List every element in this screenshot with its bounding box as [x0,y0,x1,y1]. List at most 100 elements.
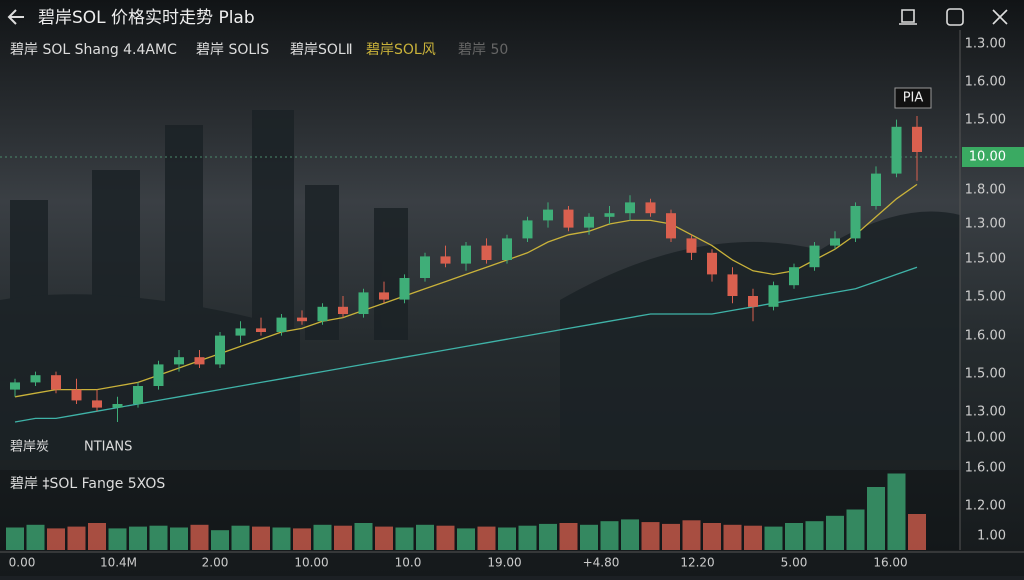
candle-body [379,292,389,300]
volume-bar [744,525,762,550]
volume-bar [785,523,803,550]
marker: PIA [903,91,924,106]
volume-bar [518,525,537,550]
volume-bar [47,528,65,550]
x-tick-label: +4.80 [583,556,620,570]
candle-body [133,386,143,404]
candle-body [522,220,533,239]
volume-bar [703,523,721,550]
volume-bar [293,528,311,550]
price-tag [962,147,1024,167]
volume-bar [559,523,578,550]
candle-body [912,126,922,152]
candle-body [317,306,328,322]
alert-button[interactable] [899,9,917,25]
candle-body [174,357,184,365]
y-tick-label: 1.6.00 [965,75,1006,90]
volume-bar [621,519,639,550]
candle-body [604,213,615,217]
sub-label: NTIANS [84,440,132,455]
volume-label: 碧岸 ‡SOL Fange 5XOS [10,476,165,492]
legend-entry: 碧岸 50 [458,42,508,58]
title: 碧岸SOL 价格实时走势 Plab [38,8,255,28]
candle-body [153,364,164,386]
volume-bar [6,527,24,550]
candle-body [830,238,840,246]
volume-bar [539,523,557,550]
x-tick-label: 10.4M [100,556,137,570]
candle-body [215,335,225,365]
candle-body [666,213,676,239]
volume-bar [149,525,168,550]
y-tick-label: 1.5.00 [965,367,1006,382]
expand-button[interactable] [946,8,964,26]
volume-bar [662,523,680,550]
legend-entry: 碧岸 SOLIS [196,42,269,58]
volume-bar [395,527,414,550]
volume-bar [580,524,598,550]
marker-box [894,87,932,109]
candle-body [563,209,574,228]
candle-body [440,256,451,264]
city-silhouette [0,110,960,460]
x-tick-label: 2.00 [202,556,229,570]
candle-body [481,245,492,260]
candle-body [727,274,738,296]
candle-body [276,317,287,332]
candle-body [71,389,82,401]
moving-average [14,266,918,423]
y-tick-label: 1.6.00 [965,461,1006,476]
volume-bar [498,527,516,550]
volume-bar [436,525,455,550]
volume-bar [457,528,475,550]
volume-bar [826,515,844,550]
candle-body [256,328,266,332]
volume-bar [600,521,619,550]
candle-body [338,306,348,314]
volume-bar [416,524,434,550]
y-tick-label: 1.00 [977,529,1006,544]
y-tick-label: 1.5.00 [965,290,1006,305]
volume-bar [26,524,45,550]
y-tick-label: 1.6.00 [965,329,1006,344]
moving-average [14,183,918,398]
volume-bar [334,525,352,550]
candle-body [543,209,553,221]
volume-bar [867,487,885,550]
volume-bar [477,526,496,550]
volume-bar [190,524,209,550]
candle-body [461,245,471,264]
y-tick-label: 1.3.00 [965,37,1006,52]
volume-bar [313,524,332,550]
volume-bar [231,525,250,550]
volume-bar [723,524,742,550]
candle-body [584,216,594,228]
volume-bar [887,473,906,550]
candle-body [891,126,902,174]
volume-bar [67,526,86,550]
volume-bar [211,530,229,550]
candle-body [707,252,717,275]
back-button[interactable] [7,9,24,25]
y-tick-label: 1.8.00 [965,183,1006,198]
close-button[interactable] [992,9,1008,25]
candle-body [809,245,820,268]
candle-body [112,404,123,408]
volume-bar [108,528,127,550]
volume-bar [375,526,393,550]
candle-body [92,400,102,408]
candle-body [686,238,697,253]
x-tick-label: 10.00 [294,556,328,570]
candle-body [625,202,635,214]
volume-bar [88,523,106,550]
x-tick-label: 0.00 [9,556,36,570]
candle-body [297,317,307,322]
volume-bar [641,522,660,550]
sub-label: 碧岸炭 [10,440,49,455]
candle-body [30,375,41,383]
volume-bar [846,509,865,550]
volume-bar [805,521,824,550]
candle-body [768,285,779,307]
